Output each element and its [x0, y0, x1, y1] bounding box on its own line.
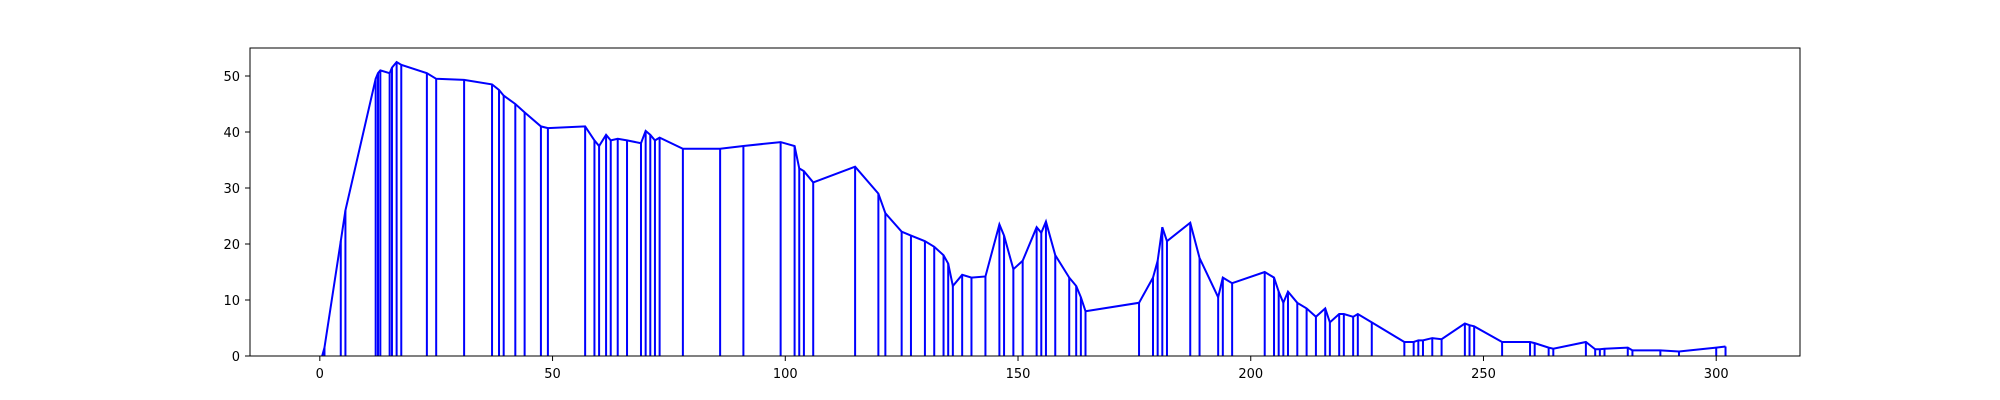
plot-area-frame	[249, 47, 1801, 357]
series-line	[321, 60, 1726, 357]
y-tick-label: 40	[223, 126, 240, 141]
x-tick-label: 150	[1006, 367, 1031, 382]
y-tick-label: 10	[223, 294, 240, 309]
y-tick-label: 0	[232, 350, 240, 365]
drop-lines	[323, 62, 1727, 356]
x-tick-label: 0	[316, 367, 324, 382]
x-axis: 0 50 100 150 200 250 300	[316, 356, 1729, 382]
x-tick-label: 200	[1238, 367, 1263, 382]
x-tick-label: 300	[1704, 367, 1729, 382]
y-tick-label: 50	[223, 70, 240, 85]
x-tick-label: 100	[773, 367, 798, 382]
y-tick-label: 20	[223, 238, 240, 253]
x-tick-label: 250	[1471, 367, 1496, 382]
x-tick-label: 50	[544, 367, 561, 382]
y-axis: 0 10 20 30 40 50	[223, 70, 250, 365]
y-tick-label: 30	[223, 182, 240, 197]
